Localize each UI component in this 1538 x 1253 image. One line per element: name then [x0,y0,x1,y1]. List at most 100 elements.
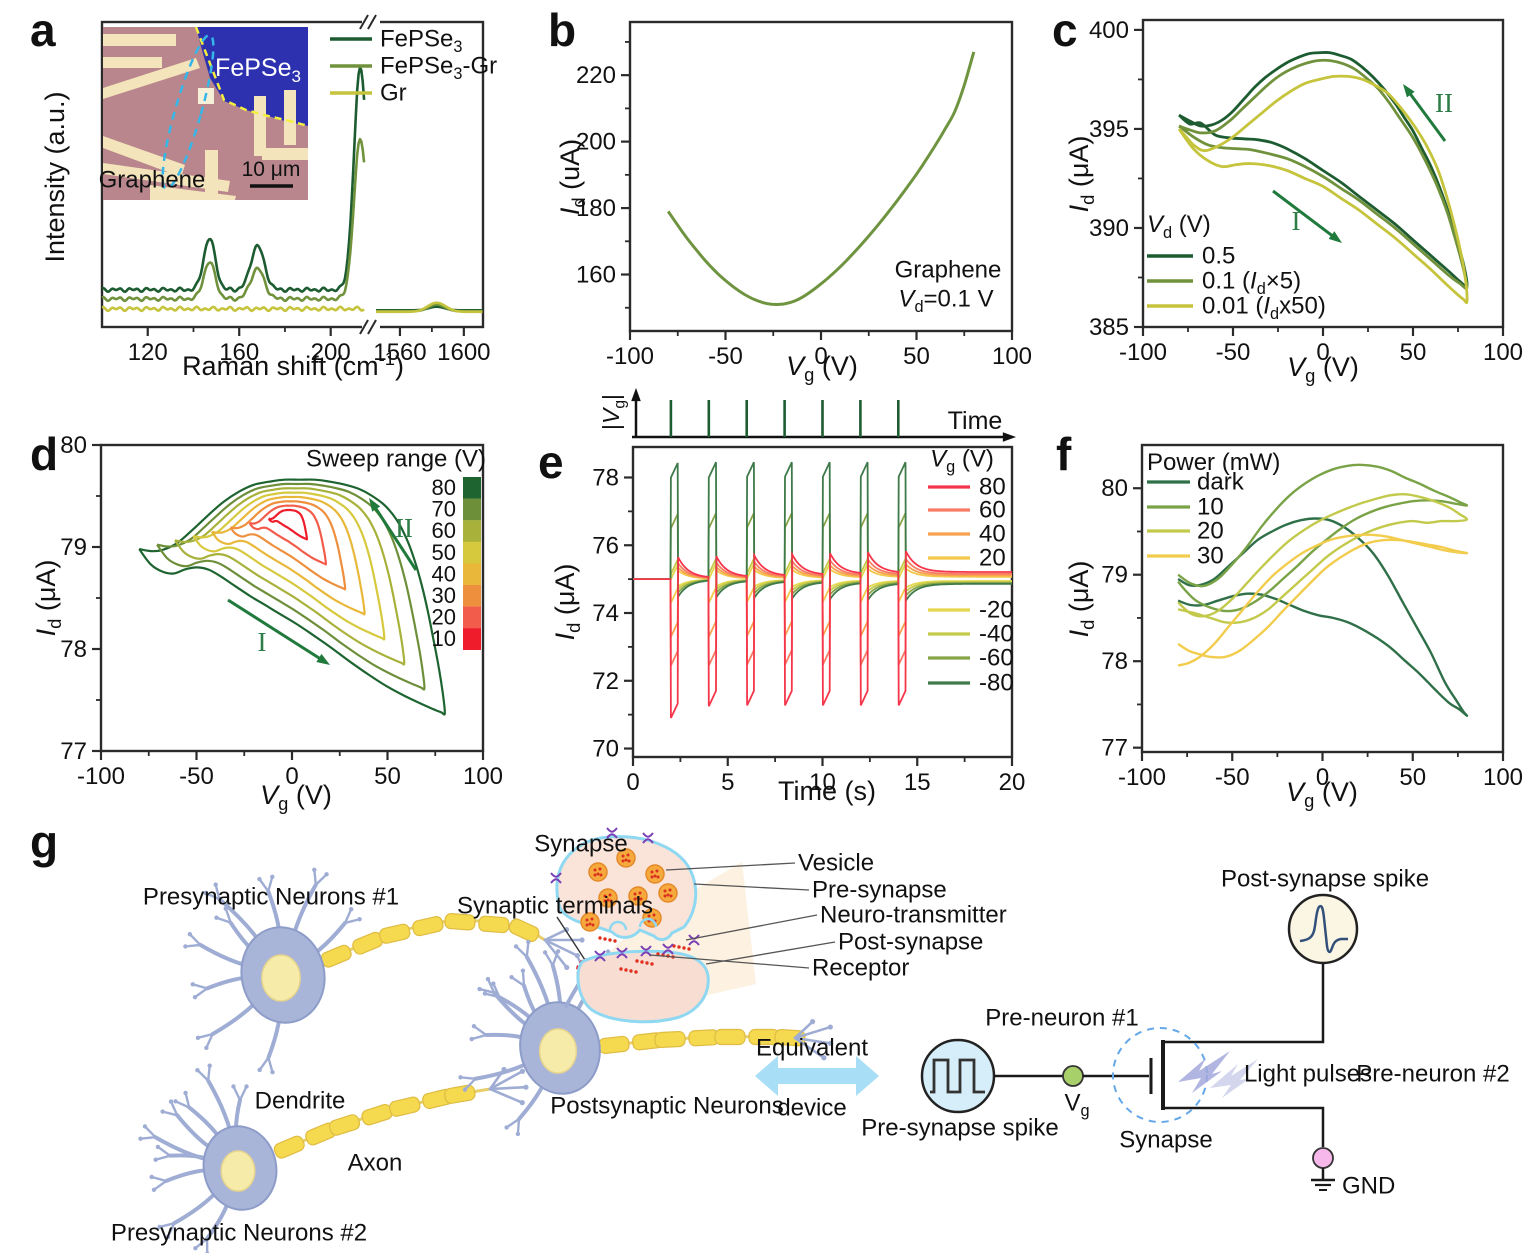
myelin-segment [412,916,444,937]
g-light-bolt-icon [1210,1059,1258,1098]
g-post-synapse-label: Post-synapse [838,928,984,956]
g-vesicle [616,848,636,868]
neuron-dendrite-tip [357,917,362,922]
neuron-dendrite-fork [158,1222,176,1229]
neuron-dendrite-fork [205,1032,214,1050]
neuron-dendrite-fork [194,1237,209,1250]
g-vesicle-dot [647,914,651,918]
f-loop-dark [1177,517,1469,717]
terminal-branch [793,1025,832,1040]
e-x-tick-label: 0 [626,769,639,796]
neuron-dendrite-tip [157,1224,162,1230]
d-sweep-arrow-1-label: I [257,626,267,657]
neuron-dendrite-fork [238,1085,248,1102]
a-x-tick-label: 160 [219,339,259,366]
g-vesicle-dot [599,873,603,877]
neuron-dendrite-fork [156,1145,172,1157]
g-neurotransmitter-dot [635,959,639,963]
c-x-tick-label: 50 [1400,339,1427,366]
e-legend-n40: -40 [979,620,1014,648]
g-fusing-vesicle [638,917,658,928]
g-post-synapse-spike-label: Post-synapse spike [1220,865,1430,893]
g-post-synapse-spike-node [1287,893,1359,965]
panel-a-letter: a [30,4,56,56]
g-equivalent-arrow [755,1056,879,1096]
e-legend-60: 60 [979,496,1006,524]
g-neurotransmitter-dot [677,945,681,949]
neuron-dendrite-fork [224,907,232,924]
f-legend-20: 20 [1197,517,1224,545]
a-inset-electrode [103,34,176,46]
a-inset-electrode [262,148,308,160]
g-vesicle-dot [608,893,612,897]
d-loop-10 [267,508,309,541]
neuron-dendrite-tip [324,872,329,877]
d-colorbar-label: 60 [432,518,456,543]
terminal-tip [523,1084,529,1090]
panel-f-letter: f [1056,428,1072,480]
neuron-dendrite-fork [196,1032,214,1040]
neuron-dendrite-tip [491,981,496,986]
neuron-dendrite-fork [169,1100,179,1117]
neuron-dendrite-tip [482,991,488,996]
g-vesicle-dot [633,892,637,896]
a-x-tick-label: 1600 [437,339,490,366]
g-light-bolt-icon [1178,1051,1230,1093]
g-presynaptic-neurons-1-label: Presynaptic Neurons #1 [142,883,400,911]
c-legend-2: 0.01 (Idx50) [1202,292,1326,324]
g-postsynaptic-neurons-label: Postsynaptic Neurons [550,1092,784,1120]
e-y-tick-label: 74 [592,600,619,627]
f-x-tick-label: 0 [1316,764,1329,791]
f-x-tick-label: -100 [1118,764,1166,791]
g-neurotransmitter-dot [619,967,623,971]
g-neurotransmitter-dot [603,937,607,941]
terminal-tip [827,1024,833,1030]
g-gnd-label: GND [1342,1172,1396,1200]
d-loop-40 [210,495,366,616]
neuron-nucleus [538,1028,578,1074]
terminal-branch [543,938,569,969]
neuron-dendrite-tip [187,931,193,937]
neuron-dendrite-tip [270,874,275,880]
g-vesicle-dot [598,867,602,871]
e-x-tick-label: 10 [809,769,836,796]
g-vesicle-dot [591,923,595,927]
b-x-tick-label: -50 [708,343,743,370]
g-neuron-presynaptic-1 [183,867,362,1075]
d-colorbar-label: 70 [432,497,456,522]
a-legend-fepse3-gr: FePSe3-Gr [380,52,498,84]
g-vesicle-dot [627,859,631,863]
a-inset-electrode [284,90,296,145]
f-y-tick-label: 78 [1101,648,1128,675]
g-synapse-inset-label: Synapse [534,830,628,858]
myelin-segment [508,918,540,942]
neuron-dendrite-tip [526,939,531,945]
d-colorbar-label: 50 [432,540,456,565]
d-sweep-arrow-2-label: II [395,512,413,543]
g-axon-postsyn [598,1028,806,1054]
d-colorbar-block [463,498,481,521]
a-spectrum-Gr [375,301,483,314]
a-inset-graphene-label: Graphene [98,166,206,194]
g-spike-wave-icon [1299,904,1348,954]
c-legend-1: 0.1 (Id×5) [1202,267,1302,299]
neuron-dendrite-fork [232,1085,242,1102]
d-colorbar-block [463,606,481,629]
f-legend-30: 30 [1197,542,1224,570]
g-vg-label: Vg [1064,1089,1090,1121]
g-vesicle-dot [663,894,667,898]
a-y-axis-label: Intensity (a.u.) [39,91,70,263]
g-vesicle [658,883,678,903]
f-loop-20 [1177,493,1469,625]
a-inset-electrode [103,57,162,68]
neuron-dendrite-fork [214,883,221,901]
g-axon-label: Axon [347,1149,403,1177]
d-colorbar-title: Sweep range (V) [305,445,487,473]
f-y-tick-label: 80 [1101,475,1128,502]
panel-b-letter: b [548,4,577,56]
d-y-axis-label: Id (μA) [30,559,66,637]
terminal-branch [488,1085,528,1091]
g-neurotransmitter-dot [613,939,617,943]
f-loop-10 [1177,463,1469,613]
